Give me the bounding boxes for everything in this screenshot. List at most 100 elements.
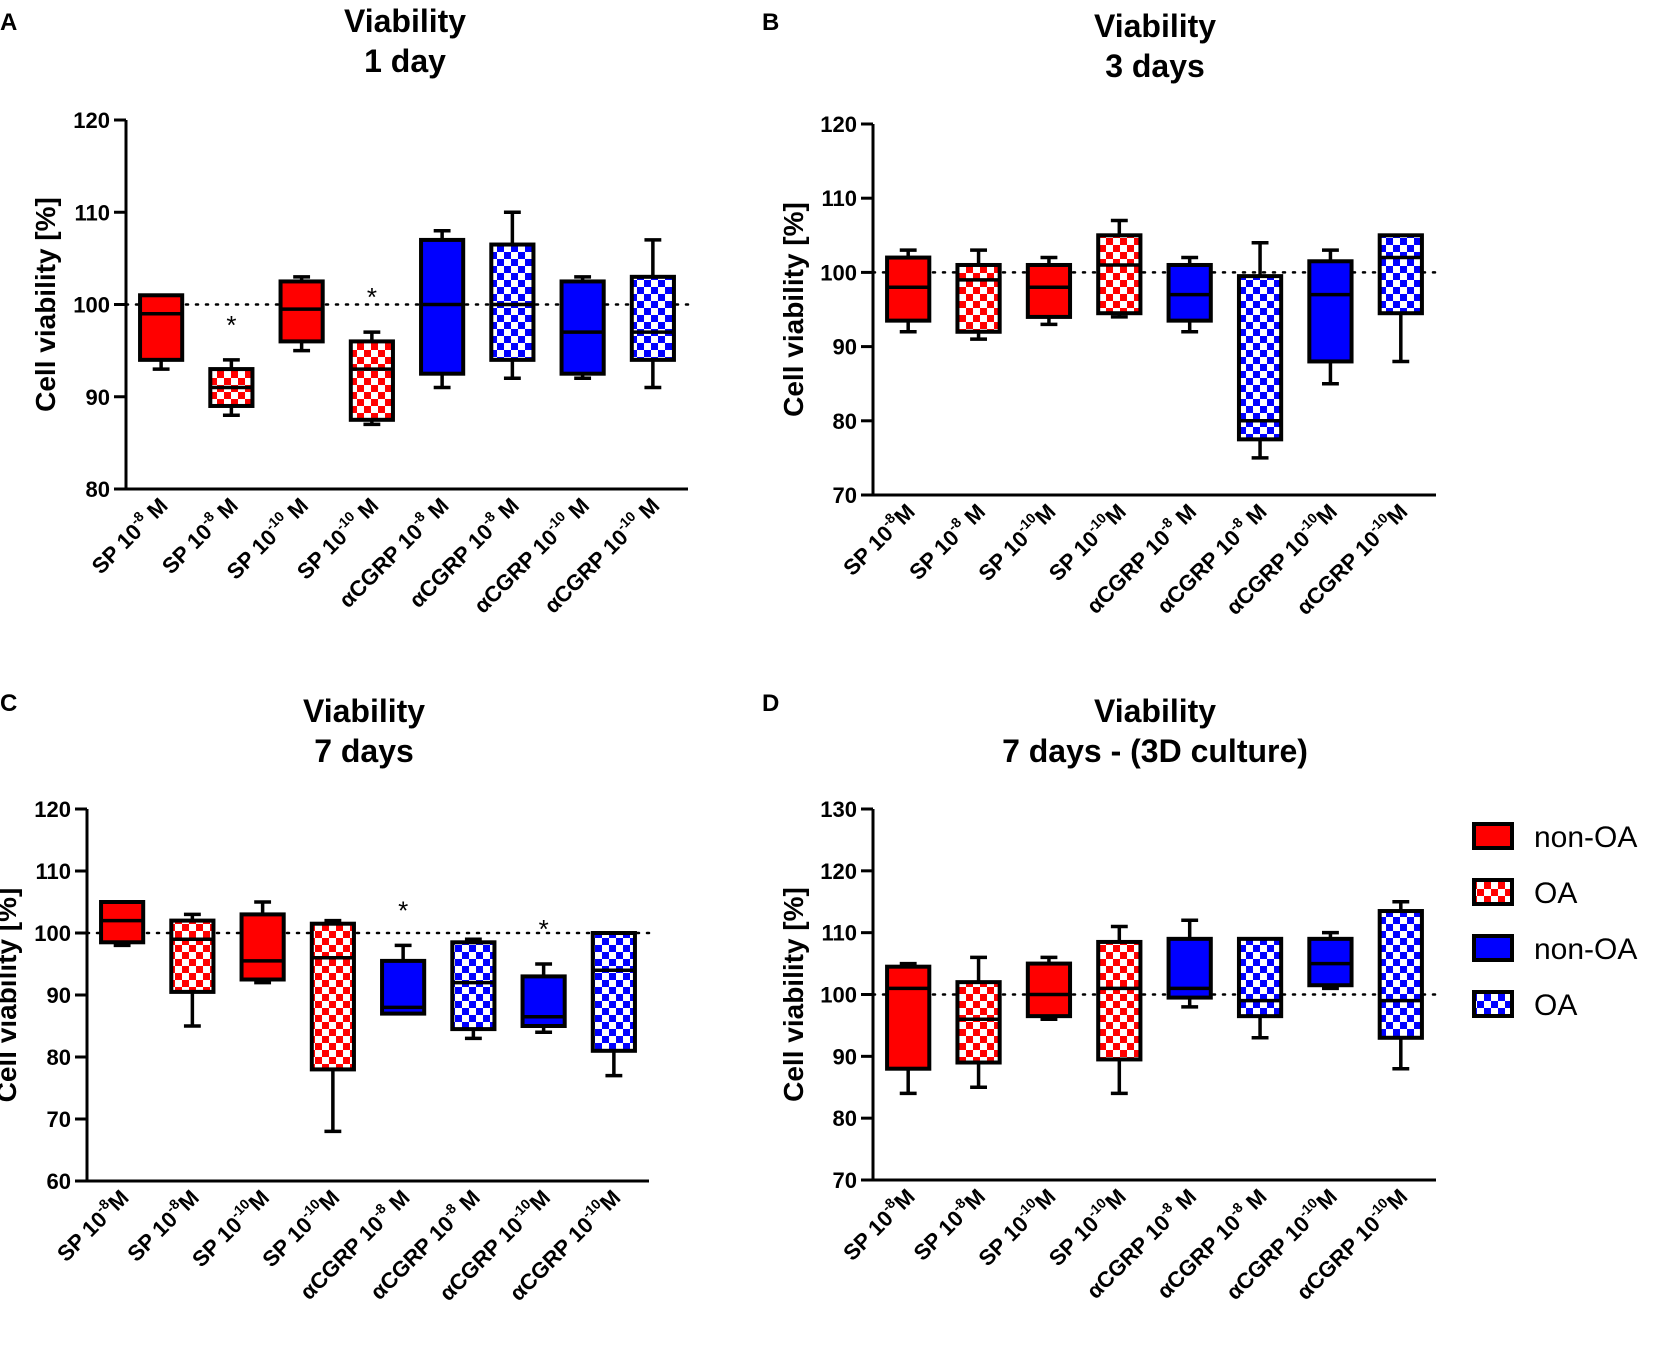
box-plot-item — [419, 228, 466, 390]
y-tick-label: 70 — [47, 1107, 71, 1132]
box-plot-item — [309, 918, 356, 1134]
y-tick-label: 70 — [833, 1168, 857, 1193]
box-body — [955, 262, 1002, 334]
y-tick-label: 120 — [34, 797, 71, 822]
chart-title-line: 7 days — [314, 733, 414, 769]
box-body — [1096, 233, 1143, 316]
y-axis-label: Cell viability [%] — [778, 887, 809, 1102]
chart-title-line: Viability — [1094, 8, 1216, 44]
box-plot-item — [1096, 218, 1143, 319]
box-plot-item — [1025, 955, 1073, 1021]
chart-title-line: 1 day — [364, 43, 446, 79]
legend-swatch — [1472, 990, 1514, 1018]
box-body — [629, 274, 676, 362]
y-tick-label: 80 — [833, 409, 857, 434]
panel-b: B Viability 3 days Cell viability [%] 70 80 90… — [762, 8, 1438, 620]
box-body — [885, 964, 932, 1071]
x-tick-label: SP 10-8 M — [85, 491, 173, 579]
box-plot-item — [1236, 240, 1284, 460]
y-axis-label: Cell viability [%] — [0, 888, 22, 1103]
y-tick-label: 90 — [86, 385, 110, 410]
box-body — [138, 293, 185, 362]
y-tick-label: 110 — [36, 859, 72, 884]
legend: non-OA OA non-OA OA — [1472, 821, 1637, 1022]
box-plot-item — [590, 931, 637, 1078]
box-plot-item — [169, 912, 216, 1028]
y-axis-label: Cell viability [%] — [30, 197, 61, 412]
box-body — [590, 931, 637, 1053]
x-tick-label: SP 10-8M — [836, 1182, 920, 1266]
box-plot-item — [955, 248, 1002, 341]
y-axis-label: Cell viability [%] — [778, 202, 809, 417]
significance-marker: * — [539, 914, 549, 944]
box-body — [1096, 939, 1143, 1062]
legend-label: non-OA — [1534, 933, 1637, 966]
legend-item: non-OA — [1472, 821, 1637, 854]
box-plot-item — [1166, 918, 1213, 1009]
panel-letter: C — [0, 690, 17, 717]
box-plot-item — [885, 961, 932, 1096]
panel-c: C Viability 7 days Cell viability [%] 60 70 80… — [0, 690, 651, 1306]
legend-item: OA — [1472, 877, 1577, 910]
box-plot-item — [1096, 924, 1143, 1096]
y-tick-label: 80 — [833, 1106, 857, 1131]
y-tick-label: 80 — [47, 1045, 71, 1070]
box-body — [489, 242, 536, 362]
legend-item: non-OA — [1472, 933, 1637, 966]
panel-letter: B — [762, 9, 779, 36]
box-plot-item: * — [348, 282, 395, 427]
box-plot-item — [138, 293, 185, 371]
legend-item: OA — [1472, 989, 1577, 1022]
y-tick-label: 100 — [73, 293, 110, 318]
box-plot-item — [1236, 936, 1284, 1040]
y-tick-label: 90 — [833, 335, 857, 360]
legend-label: OA — [1534, 877, 1577, 910]
box-plot-item — [450, 937, 497, 1041]
box-body — [169, 918, 216, 994]
box-plot-item — [885, 248, 932, 334]
box-plot-item — [1307, 930, 1354, 991]
box-plot-item — [1025, 255, 1073, 327]
box-plot-item: * — [380, 895, 427, 1016]
box-plot-item — [559, 275, 606, 381]
y-tick-label: 100 — [34, 921, 71, 946]
y-tick-label: 90 — [833, 1044, 857, 1069]
y-tick-label: 70 — [833, 483, 857, 508]
box-plot-item — [1377, 233, 1424, 364]
panel-a: A Viability 1 day Cell viability [%] 80 90 100… — [0, 3, 690, 618]
legend-swatch — [1472, 878, 1514, 906]
box-plot-item — [489, 210, 536, 381]
box-body — [348, 339, 395, 422]
box-plot-item — [278, 275, 325, 353]
y-tick-label: 130 — [820, 797, 857, 822]
box-plot-item — [1166, 255, 1213, 334]
box-body — [1377, 909, 1424, 1040]
y-tick-label: 110 — [822, 921, 858, 946]
significance-marker: * — [398, 895, 408, 925]
y-tick-label: 120 — [73, 108, 110, 133]
x-tick-label: SP 10-8M — [50, 1183, 134, 1267]
significance-marker: * — [367, 282, 377, 312]
box-plot-item: * — [208, 310, 255, 417]
chart-title-line: 7 days - (3D culture) — [1002, 733, 1308, 769]
box-body — [559, 279, 606, 376]
chart-title-line: 3 days — [1105, 48, 1205, 84]
box-body — [1236, 936, 1284, 1019]
y-tick-label: 90 — [47, 983, 71, 1008]
box-plot-item: * — [520, 914, 567, 1034]
box-plot-item — [239, 900, 286, 985]
chart-title-line: Viability — [1094, 693, 1216, 729]
box-body — [419, 237, 466, 376]
y-tick-label: 120 — [820, 859, 857, 884]
legend-label: OA — [1534, 989, 1577, 1022]
panel-letter: A — [0, 9, 17, 36]
legend-swatch — [1472, 822, 1514, 850]
legend-label: non-OA — [1534, 821, 1637, 854]
box-body — [239, 912, 286, 982]
box-body — [450, 940, 497, 1032]
box-plot-item — [1377, 900, 1424, 1071]
chart-title-line: Viability — [303, 693, 425, 729]
y-tick-label: 100 — [820, 260, 857, 285]
y-tick-label: 60 — [47, 1169, 71, 1194]
